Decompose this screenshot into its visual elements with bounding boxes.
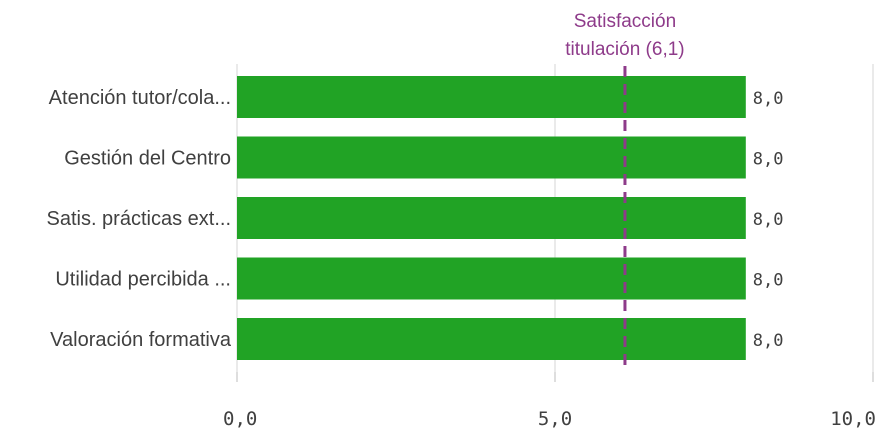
category-labels: Atención tutor/cola... Gestión del Centro… xyxy=(46,87,231,351)
bar xyxy=(237,76,746,118)
value-labels: 8,0 8,0 8,0 8,0 8,0 xyxy=(753,89,784,351)
category-label: Atención tutor/cola... xyxy=(49,87,231,109)
value-label: 8,0 xyxy=(753,331,784,351)
bar xyxy=(237,257,746,300)
x-tick-label: 10,0 xyxy=(830,408,876,430)
x-tick-label: 5,0 xyxy=(538,408,572,430)
reference-line-label-2: titulación (6,1) xyxy=(565,39,684,60)
category-label: Gestión del Centro xyxy=(64,148,231,170)
reference-line-group: Satisfacción titulación (6,1) xyxy=(565,11,685,370)
bar xyxy=(237,136,746,179)
value-label: 8,0 xyxy=(753,271,784,291)
bar xyxy=(237,318,746,360)
x-axis-ticks: 0,0 5,0 10,0 xyxy=(223,372,876,430)
category-label: Utilidad percibida ... xyxy=(55,269,231,291)
category-label: Valoración formativa xyxy=(50,329,232,351)
x-tick-label: 0,0 xyxy=(223,408,257,430)
bar xyxy=(237,197,746,239)
bars-group xyxy=(237,76,746,360)
value-label: 8,0 xyxy=(753,210,784,230)
value-label: 8,0 xyxy=(753,150,784,170)
reference-line-label-1: Satisfacción xyxy=(574,11,676,32)
value-label: 8,0 xyxy=(753,89,784,109)
category-label: Satis. prácticas ext... xyxy=(46,208,231,230)
